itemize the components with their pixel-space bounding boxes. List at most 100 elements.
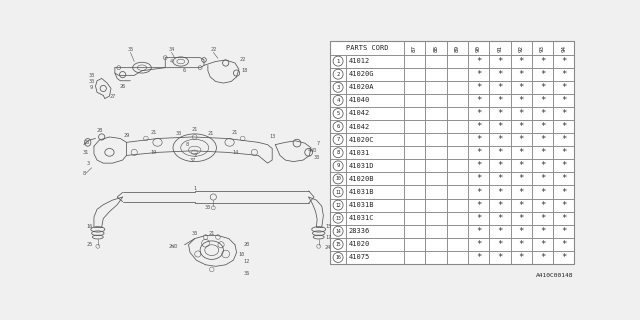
Text: *: *	[497, 161, 502, 170]
Bar	[346, 55, 404, 68]
Text: 18: 18	[241, 68, 248, 73]
Bar	[511, 238, 532, 251]
Bar	[489, 251, 511, 264]
Text: 15: 15	[335, 242, 341, 247]
Text: *: *	[476, 201, 481, 210]
Text: 30: 30	[205, 205, 211, 210]
Text: *: *	[561, 70, 566, 79]
Text: 22: 22	[210, 47, 216, 52]
Bar	[553, 81, 575, 94]
Text: *: *	[540, 161, 545, 170]
Text: 24: 24	[325, 245, 331, 250]
Bar	[425, 81, 447, 94]
Text: *: *	[540, 240, 545, 249]
Bar	[425, 238, 447, 251]
Bar	[553, 225, 575, 238]
Bar	[511, 225, 532, 238]
Text: *: *	[561, 161, 566, 170]
Text: 19: 19	[150, 150, 157, 155]
Text: 41020C: 41020C	[349, 137, 374, 143]
Text: 41031B: 41031B	[349, 202, 374, 208]
Bar	[532, 251, 553, 264]
Text: *: *	[518, 135, 524, 144]
Text: *: *	[540, 57, 545, 66]
Text: *: *	[476, 70, 481, 79]
Text: 30: 30	[191, 231, 198, 236]
Text: 22: 22	[239, 58, 246, 62]
Text: 2: 2	[337, 72, 340, 77]
Text: *: *	[476, 227, 481, 236]
Bar	[468, 146, 489, 159]
Text: 93: 93	[540, 44, 545, 52]
Bar	[330, 146, 346, 159]
Bar	[532, 146, 553, 159]
Text: *: *	[497, 96, 502, 105]
Bar	[425, 68, 447, 81]
Bar	[447, 81, 468, 94]
Text: 20: 20	[243, 242, 250, 247]
Text: 41031C: 41031C	[349, 215, 374, 221]
Text: 6: 6	[183, 68, 186, 73]
Text: 27: 27	[109, 94, 116, 99]
Bar	[532, 81, 553, 94]
Text: 12: 12	[335, 203, 341, 208]
Text: *: *	[518, 148, 524, 157]
Text: *: *	[518, 174, 524, 183]
Text: *: *	[561, 135, 566, 144]
Bar	[425, 55, 447, 68]
Text: *: *	[540, 214, 545, 223]
Text: *: *	[561, 253, 566, 262]
Text: *: *	[561, 214, 566, 223]
Bar	[511, 94, 532, 107]
Bar	[447, 133, 468, 146]
Text: 30: 30	[313, 155, 319, 160]
Bar	[330, 120, 346, 133]
Bar	[553, 55, 575, 68]
Bar	[404, 42, 425, 55]
Bar	[489, 81, 511, 94]
Text: *: *	[476, 109, 481, 118]
Bar	[346, 94, 404, 107]
Text: 17: 17	[325, 235, 331, 240]
Text: 41042: 41042	[349, 110, 370, 116]
Text: 13: 13	[269, 134, 275, 140]
Bar	[404, 133, 425, 146]
Bar	[404, 94, 425, 107]
Text: 41075: 41075	[349, 254, 370, 260]
Text: 9: 9	[90, 85, 93, 90]
Bar	[553, 42, 575, 55]
Text: 34: 34	[168, 47, 175, 52]
Bar	[425, 172, 447, 186]
Text: *: *	[540, 201, 545, 210]
Text: *: *	[497, 253, 502, 262]
Text: *: *	[497, 174, 502, 183]
Text: 36: 36	[243, 271, 250, 276]
Text: 26: 26	[120, 84, 125, 89]
Text: *: *	[540, 96, 545, 105]
Text: *: *	[561, 122, 566, 131]
Bar	[489, 107, 511, 120]
Bar	[346, 81, 404, 94]
Bar	[468, 68, 489, 81]
Bar	[553, 186, 575, 198]
Text: 21: 21	[207, 132, 213, 136]
Bar	[532, 94, 553, 107]
Text: *: *	[518, 240, 524, 249]
Bar	[511, 42, 532, 55]
Bar	[468, 198, 489, 212]
Text: 31: 31	[83, 150, 90, 155]
Text: 4WD: 4WD	[308, 148, 317, 153]
Bar	[553, 238, 575, 251]
Bar	[447, 42, 468, 55]
Bar	[532, 42, 553, 55]
Bar	[468, 251, 489, 264]
Bar	[468, 225, 489, 238]
Text: *: *	[518, 214, 524, 223]
Bar	[425, 94, 447, 107]
Bar	[489, 68, 511, 81]
Bar	[468, 159, 489, 172]
Text: *: *	[476, 161, 481, 170]
Bar	[330, 225, 346, 238]
Bar	[511, 198, 532, 212]
Text: 90: 90	[476, 44, 481, 52]
